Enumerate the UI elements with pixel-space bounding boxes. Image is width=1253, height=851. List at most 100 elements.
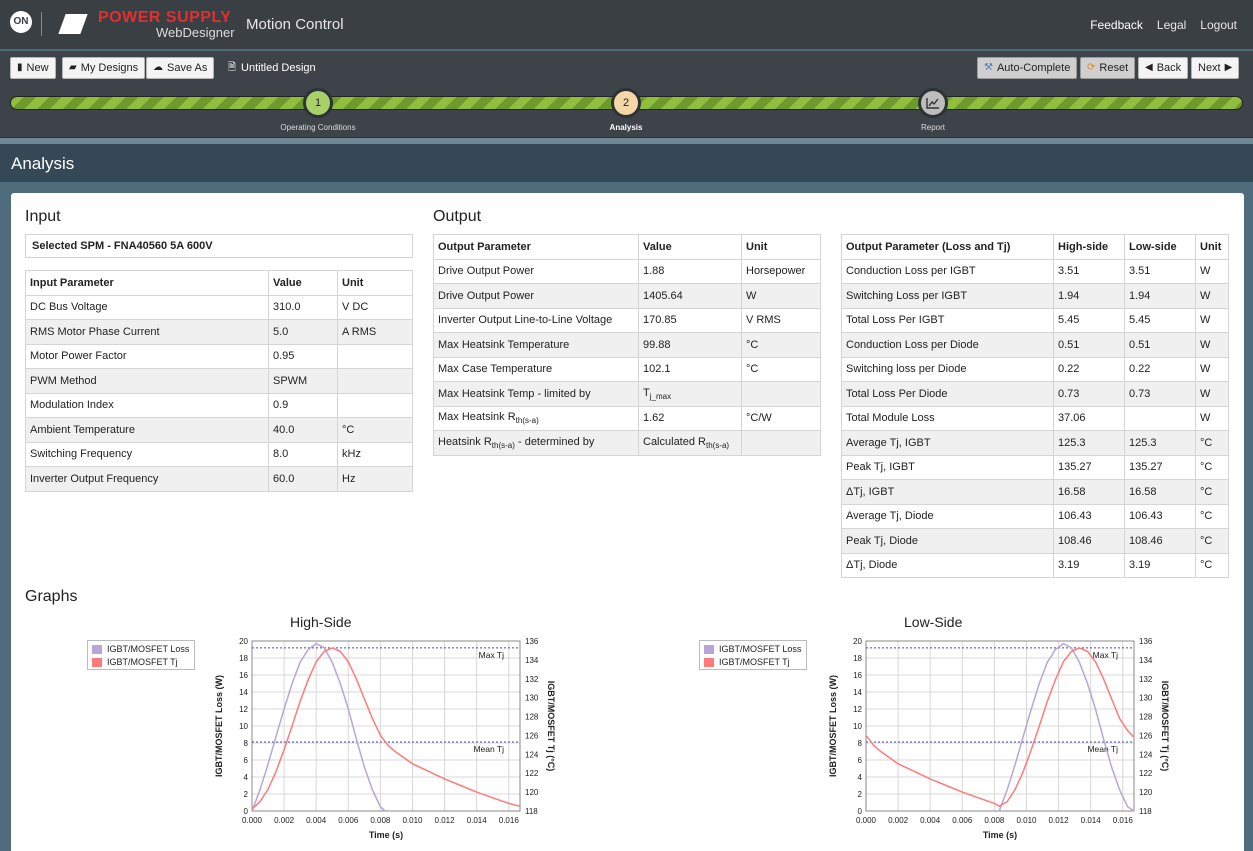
input-cell: A RMS <box>337 319 413 345</box>
my-designs-button[interactable]: ▰ My Designs <box>62 57 146 79</box>
output-heading: Output <box>433 208 482 225</box>
loss-cell: 106.43 <box>1053 503 1125 529</box>
selected-spm: Selected SPM - FNA40560 5A 600V <box>25 234 413 258</box>
annotation-label: Max Tj <box>479 650 504 660</box>
output-cell: Drive Output Power <box>433 283 639 309</box>
output-cell: 99.88 <box>638 332 742 358</box>
input-row: RMS Motor Phase Current 5.0 A RMS <box>25 319 413 345</box>
new-button-label: New <box>26 62 49 74</box>
step-3-label: Report <box>920 123 945 132</box>
output-row: Inverter Output Line-to-Line Voltage 170.… <box>433 307 821 333</box>
step-1-operating-conditions[interactable]: 1 <box>303 88 333 118</box>
loss-cell: 16.58 <box>1053 479 1125 505</box>
output-cell <box>741 430 821 456</box>
y-tick-label: 6 <box>244 756 249 765</box>
y2-tick-label: 132 <box>1139 675 1153 684</box>
x-tick-label: 0.012 <box>435 816 456 825</box>
step-3-report[interactable] <box>918 88 948 118</box>
loss-cell: 125.3 <box>1124 430 1196 456</box>
loss-cell: 0.22 <box>1053 356 1125 382</box>
loss-cell: W <box>1195 283 1229 309</box>
x-tick-label: 0.014 <box>467 816 488 825</box>
design-title[interactable]: 🗎 Untitled Design <box>228 62 316 74</box>
y2-tick-label: 130 <box>525 694 539 703</box>
x-tick-label: 0.002 <box>888 816 909 825</box>
loss-cell: W <box>1195 381 1229 407</box>
annotation-label: Max Tj <box>1093 650 1118 660</box>
y2-axis-label: IGBT/MOSFET Tj (°C) <box>1160 681 1170 772</box>
output-row: Max Heatsink Temperature 99.88 °C <box>433 332 821 358</box>
chart-low-side: 0 2 4 6 8 10 12 14 16 18 20 118 120 122 124 126 128 130 13… <box>828 637 1170 840</box>
output-cell: Horsepower <box>741 258 821 284</box>
loss-cell: 0.73 <box>1053 381 1125 407</box>
y-tick-label: 18 <box>239 654 248 663</box>
output-cell: Max Case Temperature <box>433 356 639 382</box>
y2-tick-label: 124 <box>525 750 539 759</box>
x-tick-label: 0.006 <box>952 816 973 825</box>
chevron-left-circle-icon: ◀ <box>1145 62 1153 73</box>
logout-link[interactable]: Logout <box>1200 18 1237 32</box>
brand-subtitle: WebDesigner <box>156 25 235 40</box>
loss-cell: W <box>1195 356 1229 382</box>
loss-cell: °C <box>1195 430 1229 456</box>
feedback-link[interactable]: Feedback <box>1090 18 1143 32</box>
loss-cell: W <box>1195 258 1229 284</box>
loss-cell: W <box>1195 405 1229 431</box>
graphs-heading: Graphs <box>25 588 78 605</box>
input-cell: 0.9 <box>268 392 338 418</box>
input-row: Inverter Output Frequency 60.0 Hz <box>25 466 413 492</box>
input-header-unit: Unit <box>337 270 413 296</box>
input-table: Input Parameter Value Unit DC Bus Voltag… <box>25 270 413 492</box>
back-button[interactable]: ◀ Back <box>1138 57 1189 79</box>
my-designs-button-label: My Designs <box>80 62 139 74</box>
save-as-button[interactable]: ☁ Save As <box>146 57 215 79</box>
new-button[interactable]: ▮ New <box>10 57 56 79</box>
save-as-button-label: Save As <box>167 62 208 74</box>
loss-row: Total Loss Per Diode 0.73 0.73 W <box>841 381 1229 407</box>
y2-tick-label: 120 <box>525 788 539 797</box>
y-tick-label: 10 <box>853 722 862 731</box>
y-tick-label: 8 <box>858 739 863 748</box>
output-header-unit: Unit <box>741 234 821 260</box>
input-cell: PWM Method <box>25 368 269 394</box>
loss-cell: 1.94 <box>1053 283 1125 309</box>
y-tick-label: 20 <box>853 637 862 646</box>
output-row: Drive Output Power 1405.64 W <box>433 283 821 309</box>
input-row: Ambient Temperature 40.0 °C <box>25 417 413 443</box>
next-button[interactable]: Next ▶ <box>1191 57 1240 79</box>
loss-cell: 135.27 <box>1053 454 1125 480</box>
loss-header-low-side: Low-side <box>1124 234 1196 260</box>
divider-stripe <box>0 138 1253 144</box>
y2-tick-label: 134 <box>525 656 539 665</box>
loss-cell: 3.51 <box>1053 258 1125 284</box>
loss-cell: Conduction Loss per Diode <box>841 332 1054 358</box>
step-2-analysis[interactable]: 2 <box>611 88 641 118</box>
annotation-label: Mean Tj <box>473 744 504 754</box>
y-tick-label: 12 <box>853 705 862 714</box>
loss-cell <box>1124 405 1196 431</box>
loss-cell: °C <box>1195 479 1229 505</box>
input-cell <box>337 368 413 394</box>
y2-tick-label: 132 <box>525 675 539 684</box>
loss-cell: 0.51 <box>1053 332 1125 358</box>
legend-swatch-tj <box>704 657 714 667</box>
auto-complete-button[interactable]: ⚒ Auto-Complete <box>977 57 1078 79</box>
input-cell: 8.0 <box>268 441 338 467</box>
legal-link[interactable]: Legal <box>1156 18 1187 32</box>
y2-axis-label: IGBT/MOSFET Tj (°C) <box>546 681 556 772</box>
reset-button[interactable]: ⟳ Reset <box>1080 57 1136 79</box>
input-row: Motor Power Factor 0.95 <box>25 343 413 369</box>
loss-cell: 0.73 <box>1124 381 1196 407</box>
chevron-right-circle-icon: ▶ <box>1224 62 1233 73</box>
brand-logo: POWER SUPPLY WebDesigner <box>98 9 235 40</box>
y-tick-label: 2 <box>244 790 249 799</box>
loss-row: Peak Tj, Diode 108.46 108.46 °C <box>841 528 1229 554</box>
loss-cell: Average Tj, Diode <box>841 503 1054 529</box>
chart-title-low-side: Low-Side <box>904 614 963 630</box>
loss-cell: W <box>1195 332 1229 358</box>
loss-cell: °C <box>1195 503 1229 529</box>
x-tick-label: 0.012 <box>1049 816 1070 825</box>
input-cell: DC Bus Voltage <box>25 294 269 320</box>
y-tick-label: 14 <box>239 688 248 697</box>
loss-cell: Average Tj, IGBT <box>841 430 1054 456</box>
